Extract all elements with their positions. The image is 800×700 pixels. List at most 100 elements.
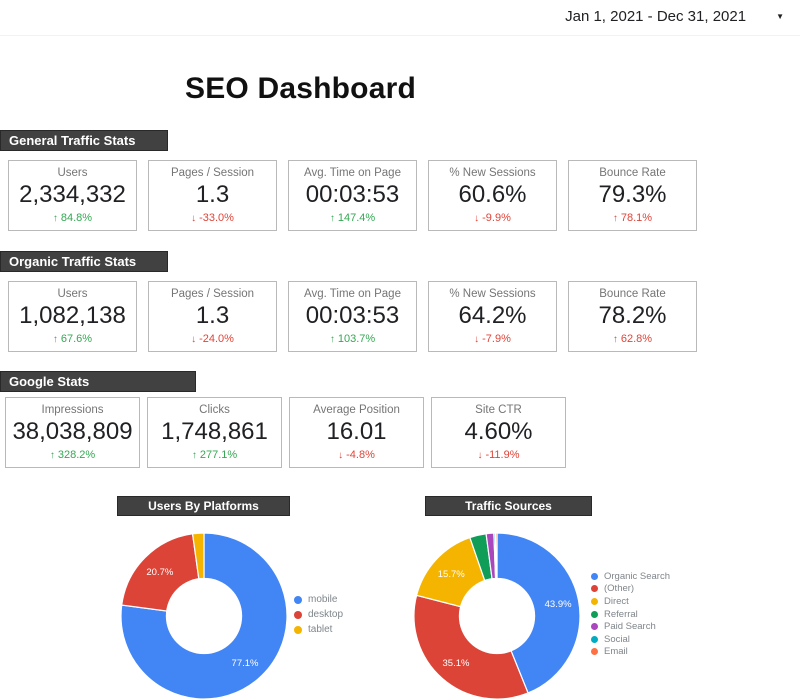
scorecard-label: Avg. Time on Page <box>304 167 401 179</box>
scorecard-site-ctr[interactable]: Site CTR 4.60% ↓ -11.9% <box>431 397 566 468</box>
legend-label: Direct <box>604 595 629 607</box>
scorecard-average-position[interactable]: Average Position 16.01 ↓ -4.8% <box>289 397 424 468</box>
scorecard-delta: ↑ 147.4% <box>330 212 375 224</box>
scorecard-value: 79.3% <box>598 181 667 208</box>
delta-value: -24.0% <box>199 333 234 345</box>
scorecard-delta: ↑ 67.6% <box>53 333 92 345</box>
legend-label: Organic Search <box>604 570 671 582</box>
scorecard-value: 00:03:53 <box>305 302 400 329</box>
section-title: Organic Traffic Stats <box>9 254 137 269</box>
date-range-label: Jan 1, 2021 - Dec 31, 2021 <box>565 8 747 25</box>
scorecard-users[interactable]: Users 2,334,332 ↑ 84.8% <box>8 160 137 231</box>
scorecard-value: 1,082,138 <box>19 302 126 329</box>
pie-slice-organic-search[interactable] <box>496 532 581 694</box>
legend-color-dot-icon <box>591 585 598 593</box>
scorecard-impressions[interactable]: Impressions 38,038,809 ↑ 328.2% <box>5 397 140 468</box>
trend-arrow-icon: ↑ <box>612 212 618 224</box>
donut-hole <box>458 577 536 655</box>
scorecard-delta: ↑ 78.1% <box>613 212 652 224</box>
scorecard-new-sessions[interactable]: % New Sessions 64.2% ↓ -7.9% <box>428 281 557 352</box>
scorecard-label: Users <box>57 167 88 179</box>
scorecard-label: Users <box>57 288 88 300</box>
legend-item-social[interactable]: Social <box>591 633 670 646</box>
legend-color-dot-icon <box>591 648 598 656</box>
scorecard-bounce-rate[interactable]: Bounce Rate 79.3% ↑ 78.1% <box>568 160 697 231</box>
scorecard-avg-time[interactable]: Avg. Time on Page 00:03:53 ↑ 103.7% <box>288 281 417 352</box>
slice-percent-label: 77.1% <box>232 658 259 669</box>
trend-arrow-icon: ↑ <box>49 449 55 461</box>
legend-item-paid-search[interactable]: Paid Search <box>591 620 670 633</box>
scorecard-value: 64.2% <box>458 302 527 329</box>
chart-title: Traffic Sources <box>465 499 552 513</box>
legend-color-dot-icon <box>294 610 302 619</box>
scorecard-value: 4.60% <box>464 418 533 445</box>
scorecard-row-general: Users 2,334,332 ↑ 84.8% Pages / Session … <box>8 160 697 231</box>
scorecard-value: 2,334,332 <box>19 181 126 208</box>
delta-value: -7.9% <box>482 333 511 345</box>
donut-chart-users-by-platforms[interactable]: 77.1% 20.7% <box>112 524 296 700</box>
scorecard-label: Average Position <box>313 404 400 416</box>
legend-users-by-platforms: mobile desktop tablet <box>294 592 343 637</box>
trend-arrow-icon: ↓ <box>477 449 483 461</box>
delta-value: -11.9% <box>485 449 520 461</box>
delta-value: 328.2% <box>57 449 96 461</box>
legend-color-dot-icon <box>591 635 598 643</box>
legend-label: (Other) <box>604 583 635 595</box>
slice-percent-label: 43.9% <box>545 599 572 610</box>
delta-value: 84.8% <box>60 212 93 224</box>
scorecard-value: 00:03:53 <box>305 181 400 208</box>
donut-hole <box>165 577 243 655</box>
legend-item-tablet[interactable]: tablet <box>294 622 343 637</box>
trend-arrow-icon: ↑ <box>329 212 335 224</box>
delta-value: -33.0% <box>199 212 234 224</box>
scorecard-bounce-rate[interactable]: Bounce Rate 78.2% ↑ 62.8% <box>568 281 697 352</box>
scorecard-pages-session[interactable]: Pages / Session 1.3 ↓ -33.0% <box>148 160 277 231</box>
legend-label: Email <box>604 646 628 658</box>
legend-label: mobile <box>308 594 338 605</box>
delta-value: -9.9% <box>482 212 511 224</box>
date-range-picker[interactable]: Jan 1, 2021 - Dec 31, 2021 ▼ <box>565 8 784 25</box>
scorecard-label: % New Sessions <box>449 167 536 179</box>
legend-label: Paid Search <box>604 621 656 633</box>
topbar: Jan 1, 2021 - Dec 31, 2021 ▼ <box>0 0 800 36</box>
scorecard-label: Bounce Rate <box>599 288 666 300</box>
trend-arrow-icon: ↓ <box>191 333 197 345</box>
scorecard-delta: ↑ 62.8% <box>613 333 652 345</box>
legend-item-organic-search[interactable]: Organic Search <box>591 570 670 583</box>
legend-item-referral[interactable]: Referral <box>591 608 670 621</box>
scorecard-delta: ↓ -33.0% <box>191 212 234 224</box>
trend-arrow-icon: ↑ <box>329 333 335 345</box>
chart-title-users-by-platforms: Users By Platforms <box>117 496 290 516</box>
scorecard-delta: ↓ -7.9% <box>474 333 511 345</box>
legend-item--other-[interactable]: (Other) <box>591 583 670 596</box>
scorecard-new-sessions[interactable]: % New Sessions 60.6% ↓ -9.9% <box>428 160 557 231</box>
scorecard-users[interactable]: Users 1,082,138 ↑ 67.6% <box>8 281 137 352</box>
delta-value: 62.8% <box>620 333 653 345</box>
legend-item-email[interactable]: Email <box>591 646 670 659</box>
legend-label: tablet <box>308 624 333 635</box>
legend-item-desktop[interactable]: desktop <box>294 607 343 622</box>
delta-value: 67.6% <box>60 333 93 345</box>
trend-arrow-icon: ↓ <box>474 212 480 224</box>
legend-item-direct[interactable]: Direct <box>591 595 670 608</box>
scorecard-delta: ↑ 84.8% <box>53 212 92 224</box>
slice-percent-label: 20.7% <box>146 567 173 578</box>
legend-item-mobile[interactable]: mobile <box>294 592 343 607</box>
trend-arrow-icon: ↓ <box>191 212 197 224</box>
trend-arrow-icon: ↑ <box>612 333 618 345</box>
scorecard-value: 1.3 <box>195 181 230 208</box>
scorecard-clicks[interactable]: Clicks 1,748,861 ↑ 277.1% <box>147 397 282 468</box>
section-title: General Traffic Stats <box>9 133 136 148</box>
chart-title: Users By Platforms <box>148 499 259 513</box>
scorecard-avg-time[interactable]: Avg. Time on Page 00:03:53 ↑ 147.4% <box>288 160 417 231</box>
scorecard-pages-session[interactable]: Pages / Session 1.3 ↓ -24.0% <box>148 281 277 352</box>
trend-arrow-icon: ↓ <box>474 333 480 345</box>
slice-percent-label: 35.1% <box>443 658 470 669</box>
scorecard-value: 38,038,809 <box>12 418 133 445</box>
pie-slice--other-[interactable] <box>413 594 529 700</box>
donut-chart-traffic-sources[interactable]: 43.9% 35.1% 15.7% <box>406 524 590 700</box>
scorecard-value: 1,748,861 <box>161 418 268 445</box>
scorecard-row-organic: Users 1,082,138 ↑ 67.6% Pages / Session … <box>8 281 697 352</box>
scorecard-label: Pages / Session <box>170 167 255 179</box>
scorecard-delta: ↓ -4.8% <box>338 449 375 461</box>
